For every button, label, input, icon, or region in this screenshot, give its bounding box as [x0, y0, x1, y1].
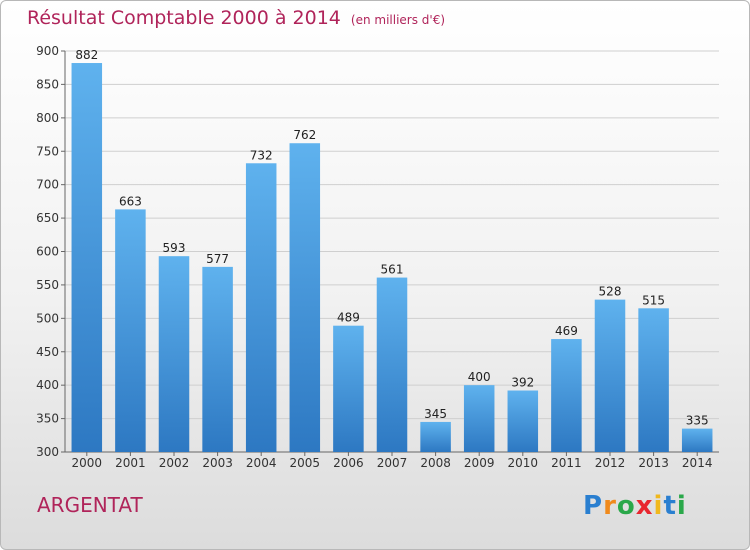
- x-tick-label-2002: 2002: [159, 456, 190, 470]
- logo-letter: i: [676, 491, 687, 521]
- logo-letter: o: [616, 491, 636, 521]
- x-tick-label-2001: 2001: [115, 456, 146, 470]
- data-label-2007: 561: [381, 263, 404, 277]
- x-tick-label-2012: 2012: [595, 456, 626, 470]
- y-tick-label: 600: [36, 245, 59, 259]
- x-tick-label-2009: 2009: [464, 456, 495, 470]
- x-tick-label-2010: 2010: [508, 456, 539, 470]
- y-tick-label: 300: [36, 445, 59, 459]
- bar-2013: [638, 308, 669, 452]
- chart-title-block: Résultat Comptable 2000 à 2014 (en millie…: [27, 7, 445, 29]
- data-label-2009: 400: [468, 370, 491, 384]
- y-tick-label: 350: [36, 412, 59, 426]
- data-label-2010: 392: [511, 376, 534, 390]
- bar-2011: [551, 339, 582, 452]
- y-tick-label: 400: [36, 378, 59, 392]
- data-label-2006: 489: [337, 311, 360, 325]
- bar-2005: [289, 143, 321, 453]
- chart-subtitle: (en milliers d'€): [350, 13, 446, 27]
- x-tick-label-2013: 2013: [638, 456, 669, 470]
- x-tick-label-2014: 2014: [682, 456, 713, 470]
- data-label-2001: 663: [119, 194, 142, 208]
- y-tick-label: 800: [36, 111, 59, 125]
- axes: 300 350 400 450 500 550 600 650 700 750 800 850 900 2…: [36, 44, 719, 470]
- x-tick-label-2003: 2003: [202, 456, 233, 470]
- x-tick-label-2005: 2005: [290, 456, 321, 470]
- data-labels: 882 663 593 577 732 762 489 561 345 400 392 469 528 5…: [75, 48, 708, 428]
- data-label-2012: 528: [599, 285, 622, 299]
- proxiti-logo: Proxiti: [583, 491, 687, 521]
- logo-letter: x: [635, 491, 654, 521]
- data-label-2013: 515: [642, 293, 665, 307]
- y-tick-label: 500: [36, 311, 59, 325]
- bar-2003: [202, 266, 233, 452]
- town-name: ARGENTAT: [37, 493, 143, 517]
- data-label-2011: 469: [555, 324, 578, 338]
- bar-2009: [463, 385, 495, 452]
- y-tick-label: 550: [36, 278, 59, 292]
- data-label-2002: 593: [163, 241, 186, 255]
- bar-2012: [594, 299, 626, 452]
- bar-2006: [333, 325, 364, 452]
- bar-2010: [507, 390, 539, 452]
- logo-letter: r: [603, 491, 617, 521]
- bar-2008: [420, 421, 451, 452]
- bar-2000: [71, 63, 103, 452]
- bar-2004: [245, 163, 277, 452]
- x-tick-label-2008: 2008: [420, 456, 451, 470]
- data-label-2000: 882: [75, 48, 98, 62]
- y-tick-label: 850: [36, 77, 59, 91]
- x-tick-label-2007: 2007: [377, 456, 408, 470]
- logo-letter: t: [663, 491, 677, 521]
- logo-letter: i: [653, 491, 664, 521]
- bar-2007: [376, 277, 408, 452]
- y-tick-label: 700: [36, 178, 59, 192]
- data-label-2014: 335: [686, 414, 709, 428]
- data-label-2003: 577: [206, 252, 229, 266]
- data-label-2004: 732: [250, 148, 273, 162]
- y-tick-label: 450: [36, 345, 59, 359]
- x-tick-label-2004: 2004: [246, 456, 277, 470]
- x-tick-label-2006: 2006: [333, 456, 364, 470]
- bar-2002: [158, 256, 190, 452]
- y-tick-label: 650: [36, 211, 59, 225]
- x-tick-label-2000: 2000: [72, 456, 103, 470]
- data-label-2008: 345: [424, 407, 447, 421]
- bar-2001: [115, 209, 146, 452]
- bars: [71, 63, 713, 453]
- y-tick-label: 750: [36, 144, 59, 158]
- x-tick-label-2011: 2011: [551, 456, 582, 470]
- chart-title: Résultat Comptable 2000 à 2014: [27, 7, 341, 29]
- y-tick-label: 900: [36, 44, 59, 58]
- logo-letter: P: [583, 491, 604, 521]
- bar-2014: [681, 428, 713, 452]
- data-label-2005: 762: [293, 128, 316, 142]
